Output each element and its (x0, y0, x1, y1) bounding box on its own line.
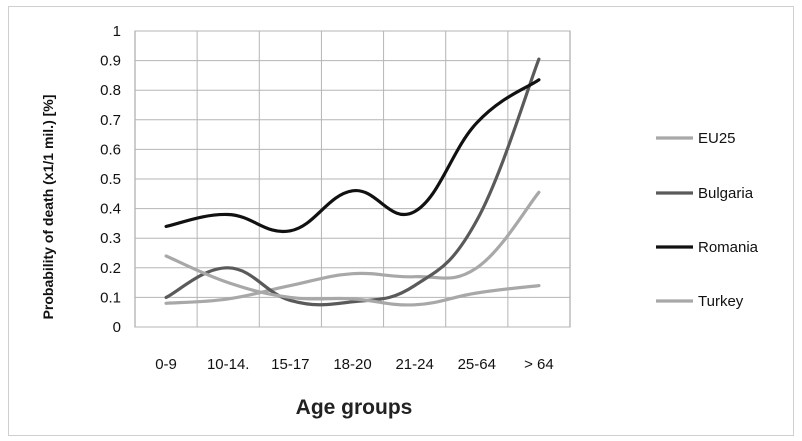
legend-label-bulgaria: Bulgaria (698, 185, 754, 202)
x-tick-label: 18-20 (333, 356, 371, 373)
y-tick-label: 0.5 (100, 171, 121, 188)
y-tick-label: 0.9 (100, 53, 121, 70)
y-tick-label: 0.2 (100, 260, 121, 277)
y-tick-label: 0.3 (100, 230, 121, 247)
x-tick-label: 10-14. (207, 356, 250, 373)
x-axis-ticks: 0-9 10-14. 15-17 18-20 21-24 25-64 > 64 (155, 356, 554, 373)
series-lines (164, 57, 541, 307)
x-axis-label: Age groups (296, 396, 413, 419)
y-axis-ticks: 0 0.1 0.2 0.3 0.4 0.5 0.6 0.7 0.8 0.9 1 (100, 23, 121, 336)
legend-label-romania: Romania (698, 239, 759, 256)
x-tick-label: 15-17 (271, 356, 309, 373)
y-tick-label: 0 (113, 319, 121, 336)
line-chart: 0 0.1 0.2 0.3 0.4 0.5 0.6 0.7 0.8 0.9 1 0-9 10-14. 1… (40, 23, 759, 419)
legend-label-eu25: EU25 (698, 130, 736, 147)
x-tick-label: 25-64 (458, 356, 496, 373)
y-axis-label: Probability of death (x1/1 mil.) [%] (40, 95, 56, 320)
y-tick-label: 0.4 (100, 201, 121, 218)
legend: EU25 Bulgaria Romania Turkey (656, 130, 759, 310)
y-tick-label: 0.6 (100, 141, 121, 158)
x-tick-label: 21-24 (395, 356, 433, 373)
y-tick-label: 0.8 (100, 82, 121, 99)
series-line-eu25 (164, 190, 541, 305)
series-line-turkey (164, 254, 541, 307)
y-tick-label: 0.1 (100, 289, 121, 306)
series-line-romania (164, 78, 541, 234)
x-tick-label: > 64 (524, 356, 554, 373)
y-tick-label: 1 (113, 23, 121, 40)
x-tick-label: 0-9 (155, 356, 177, 373)
legend-label-turkey: Turkey (698, 293, 744, 310)
y-tick-label: 0.7 (100, 112, 121, 129)
chart-frame: 0 0.1 0.2 0.3 0.4 0.5 0.6 0.7 0.8 0.9 1 0-9 10-14. 1… (8, 6, 794, 436)
